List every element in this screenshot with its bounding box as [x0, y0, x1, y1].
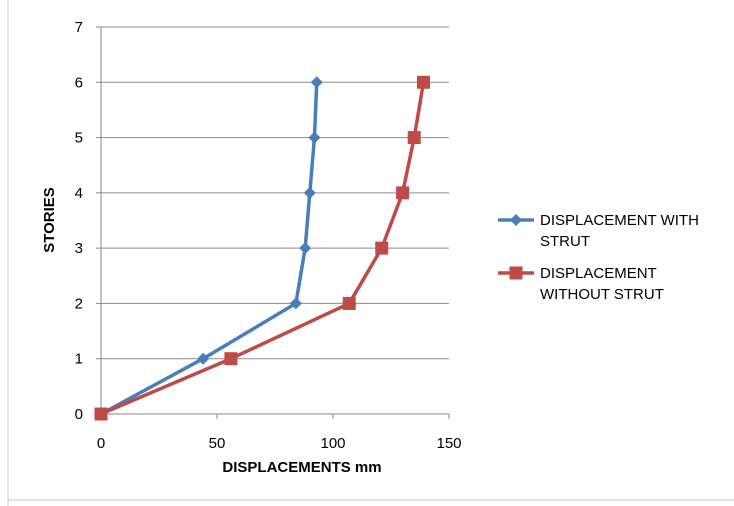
y-tick-label-1: 1	[75, 351, 83, 368]
legend-label-2-line-1: DISPLACEMENT	[540, 265, 657, 282]
series-2-point-3	[375, 241, 389, 255]
x-tick-label-150: 150	[436, 435, 461, 452]
y-tick-label-6: 6	[75, 74, 83, 91]
y-tick-label-3: 3	[75, 240, 83, 257]
series-2-point-5	[407, 131, 421, 145]
legend-label-2: DISPLACEMENT WITHOUT STRUT	[540, 265, 664, 303]
y-tick-label-0: 0	[75, 406, 83, 423]
y-tick-label-4: 4	[75, 185, 83, 202]
series-1-point-3	[299, 242, 312, 255]
series-1-point-4	[303, 186, 316, 199]
legend-label-1-line-2: STRUT	[540, 233, 590, 250]
legend-label-1: DISPLACEMENT WITH STRUT	[540, 212, 699, 250]
x-tick-label-0: 0	[97, 435, 105, 452]
legend-entry-2: DISPLACEMENT WITHOUT STRUT	[498, 265, 664, 303]
legend-swatch-marker-2	[509, 266, 523, 280]
series-1-point-2	[289, 297, 302, 310]
legend: DISPLACEMENT WITH STRUT DISPLACEMENT WITHOU…	[498, 212, 699, 303]
x-tick-label-100: 100	[320, 435, 345, 452]
series-2-point-1	[224, 352, 238, 366]
y-tick-label-2: 2	[75, 295, 83, 312]
legend-entry-1: DISPLACEMENT WITH STRUT	[498, 212, 699, 250]
series-2-point-4	[396, 186, 410, 200]
y-tick-label-7: 7	[75, 19, 83, 36]
series-2-point-0	[94, 407, 108, 421]
series-2-point-2	[342, 296, 356, 310]
legend-label-2-line-2: WITHOUT STRUT	[540, 286, 664, 303]
series-2-point-6	[416, 75, 430, 89]
legend-swatch-marker-1	[510, 214, 522, 226]
y-axis-title: STORIES	[41, 187, 58, 253]
grid-layer	[101, 26, 449, 360]
x-tick-label-50: 50	[209, 435, 226, 452]
series-1-point-6	[310, 76, 323, 89]
tick-labels: 0 1 2 3 4 5 6 7 0 50 100 150	[75, 19, 462, 452]
legend-label-1-line-1: DISPLACEMENT WITH	[540, 212, 699, 229]
series-2	[94, 75, 430, 421]
series-1-point-1	[197, 352, 210, 365]
axes-layer	[96, 26, 450, 419]
series-layer	[94, 75, 430, 421]
y-tick-label-5: 5	[75, 130, 83, 147]
x-axis-title: DISPLACEMENTS mm	[222, 459, 381, 476]
series-1-point-5	[308, 131, 321, 144]
